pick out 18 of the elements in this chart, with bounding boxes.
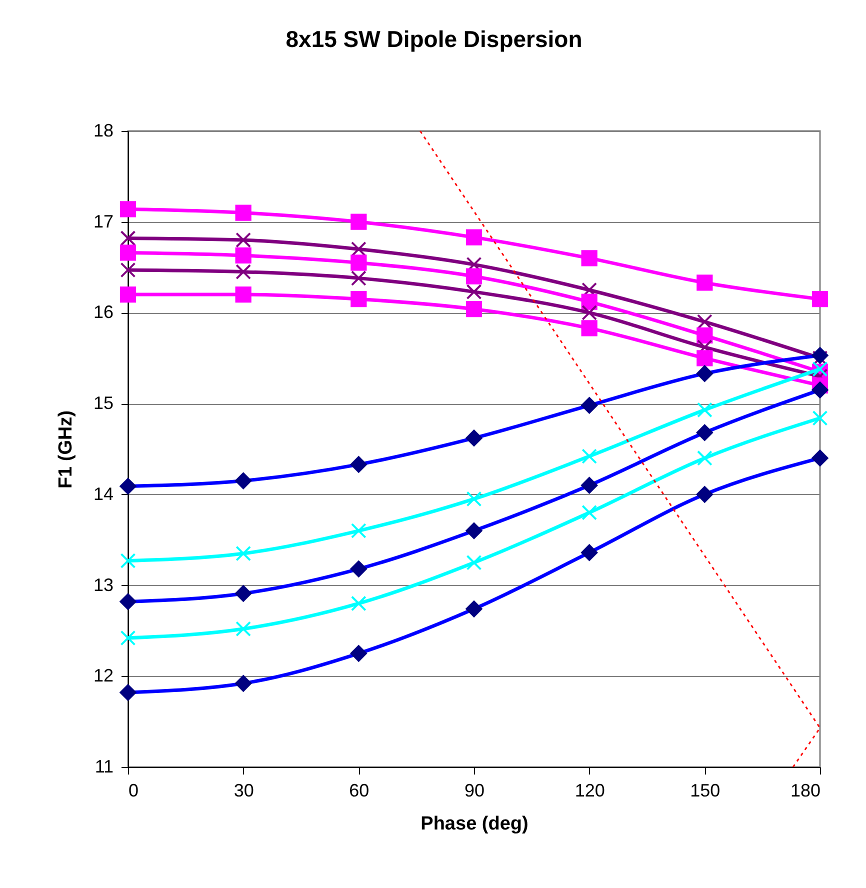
x-axis-title: Phase (deg) <box>420 814 528 834</box>
x-tick-label: 120 <box>574 780 605 800</box>
y-tick-label: 11 <box>94 756 114 776</box>
y-tick-label: 14 <box>93 484 114 504</box>
y-tick-label: 12 <box>93 666 114 686</box>
y-tick-label: 15 <box>93 393 114 414</box>
x-tick-label: 60 <box>349 780 370 800</box>
x-tick-label: 90 <box>464 780 485 800</box>
x-tick-label: 150 <box>690 780 720 800</box>
y-tick-label: 17 <box>93 211 114 232</box>
chart-title: 8x15 SW Dipole Dispersion <box>286 26 582 52</box>
y-tick-label: 16 <box>93 302 114 322</box>
x-tick-label: 30 <box>234 780 254 800</box>
y-tick-label: 18 <box>93 120 114 140</box>
y-axis-title: F1 (GHz) <box>55 410 76 489</box>
x-tick-label: 0 <box>128 780 139 800</box>
x-tick-label: 180 <box>790 780 820 800</box>
y-tick-label: 13 <box>93 574 114 595</box>
